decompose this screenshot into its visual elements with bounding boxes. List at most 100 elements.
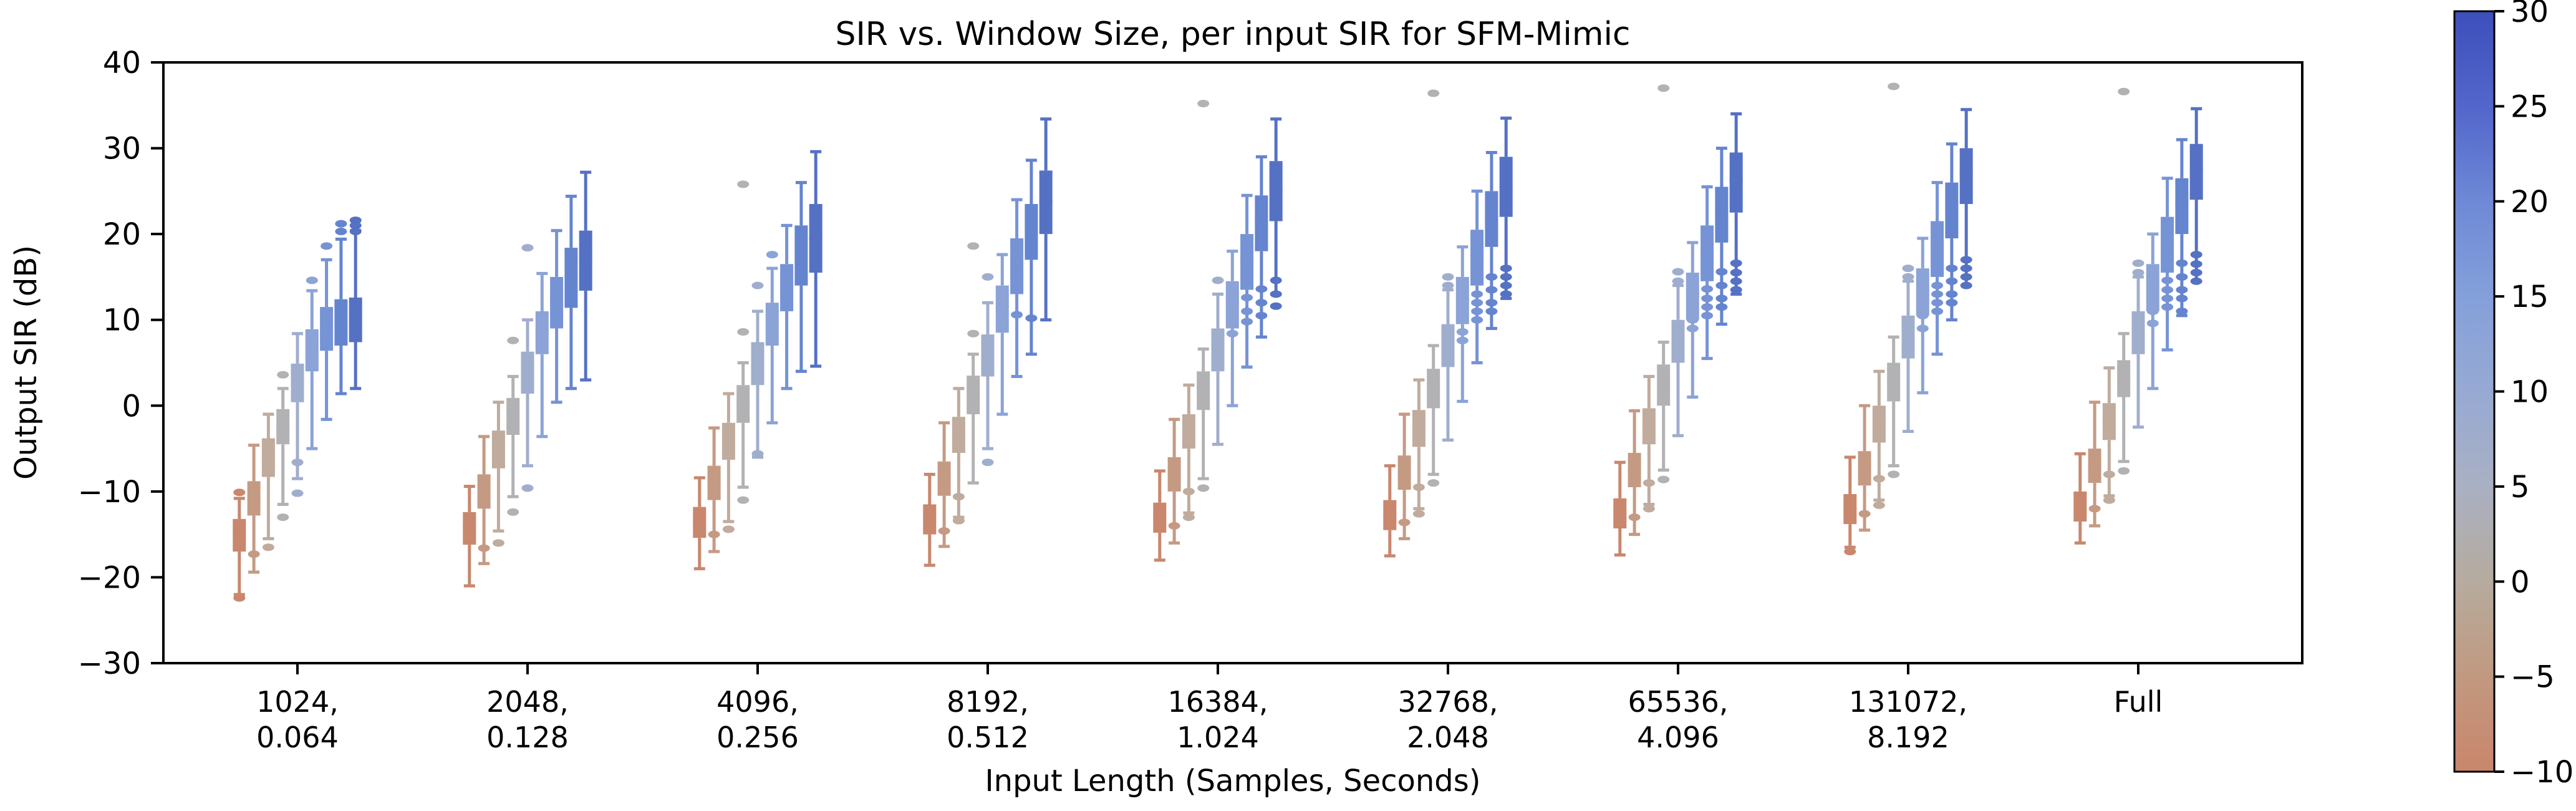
box	[1931, 221, 1944, 277]
outlier-dot	[1485, 273, 1498, 281]
outlier-dot	[1672, 268, 1684, 276]
boxplot	[1686, 241, 1699, 399]
outlier-dot	[2132, 269, 2144, 277]
boxplot	[291, 332, 304, 497]
outlier-dot	[1197, 100, 1210, 108]
outlier-dot	[321, 242, 333, 250]
boxplot	[535, 271, 549, 439]
outlier-dot	[1398, 518, 1411, 527]
outlier-dot	[1960, 256, 1972, 264]
outlier-dot	[2161, 286, 2174, 294]
boxplot	[1039, 117, 1053, 322]
outlier-dot	[1442, 273, 1454, 281]
box	[1715, 187, 1729, 243]
colorbar-tick-label: 10	[2511, 375, 2549, 410]
outlier-dot	[1471, 307, 1483, 315]
outlier-dot	[1226, 307, 1238, 315]
box	[780, 264, 794, 311]
box	[981, 334, 995, 377]
boxplot	[1872, 369, 1886, 509]
box	[1197, 371, 1210, 410]
outlier-dot	[1456, 336, 1469, 344]
boxplot	[1240, 193, 1254, 369]
boxplot	[1010, 198, 1024, 379]
y-tick-label: 0	[122, 389, 141, 424]
boxplot	[1182, 383, 1195, 522]
outlier-dot	[233, 488, 246, 497]
boxplot	[1025, 158, 1038, 356]
outlier-dot	[1182, 513, 1195, 522]
boxplot	[736, 180, 750, 504]
boxplot	[1412, 378, 1425, 518]
outlier-dot	[291, 489, 304, 497]
outlier-dot	[1241, 293, 1253, 301]
box	[2117, 360, 2131, 397]
box	[1255, 195, 1268, 251]
outlier-dot	[1888, 470, 1900, 478]
outlier-dot	[2118, 467, 2130, 475]
outlier-dot	[708, 530, 720, 538]
outlier-dot	[1701, 303, 1714, 311]
outlier-dot	[1270, 290, 1282, 298]
boxplot	[477, 435, 491, 565]
x-tick-label: 0.128	[486, 721, 569, 754]
outlier-dot	[248, 550, 260, 558]
outlier-dot	[2118, 87, 2130, 95]
boxplot	[521, 244, 534, 492]
colorbar-tick-label: 20	[2511, 185, 2549, 220]
boxplot	[1657, 84, 1671, 483]
box	[721, 422, 735, 460]
outlier-dot	[1500, 281, 1512, 289]
outlier-dot	[1946, 290, 1958, 298]
outlier-dot	[1471, 316, 1483, 324]
boxplot	[506, 336, 520, 516]
outlier-dot	[1643, 479, 1655, 487]
outlier-dot	[1270, 302, 1282, 310]
outlier-dot	[306, 276, 318, 284]
outlier-dot	[737, 328, 750, 336]
outlier-dot	[1931, 307, 1944, 315]
boxplot	[1959, 108, 1973, 289]
boxplot	[463, 485, 476, 588]
boxplot	[2073, 452, 2087, 545]
boxplot	[1211, 276, 1225, 446]
boxplot	[721, 392, 735, 533]
outlier-dot	[2176, 294, 2188, 303]
boxplot	[1916, 236, 1929, 395]
boxplot	[564, 195, 578, 391]
box	[1959, 148, 1973, 204]
outlier-dot	[2161, 294, 2174, 303]
x-tick-label: 2048,	[486, 685, 569, 719]
boxplot	[1700, 185, 1714, 361]
outlier-dot	[1485, 299, 1498, 307]
colorbar-tick-label: −5	[2511, 660, 2555, 695]
y-tick-label: −20	[78, 560, 141, 595]
outlier-dot	[1946, 265, 1958, 273]
x-tick-label: 0.256	[716, 721, 799, 754]
box	[1470, 230, 1484, 286]
box	[579, 230, 592, 291]
x-axis-label: Input Length (Samples, Seconds)	[985, 764, 1481, 799]
box	[1240, 234, 1254, 290]
boxplot	[261, 412, 275, 551]
outlier-dot	[737, 180, 750, 188]
y-tick-label: 30	[103, 132, 141, 167]
boxplot	[334, 220, 348, 396]
outlier-dot	[1715, 294, 1728, 303]
outlier-dot	[1931, 281, 1944, 289]
boxplot	[1628, 409, 1641, 537]
outlier-dot	[335, 228, 347, 236]
box	[1887, 362, 1901, 402]
outlier-dot	[2176, 259, 2188, 267]
outlier-dot	[952, 493, 965, 501]
outlier-dot	[1255, 299, 1268, 307]
outlier-dot	[2088, 505, 2101, 513]
outlier-dot	[1456, 316, 1469, 324]
boxplot	[247, 444, 261, 574]
box	[2175, 178, 2189, 235]
outlier-dot	[1730, 259, 1742, 267]
outlier-dot	[1960, 273, 1972, 281]
outlier-dot	[2161, 303, 2174, 311]
boxplot	[1671, 268, 1685, 437]
